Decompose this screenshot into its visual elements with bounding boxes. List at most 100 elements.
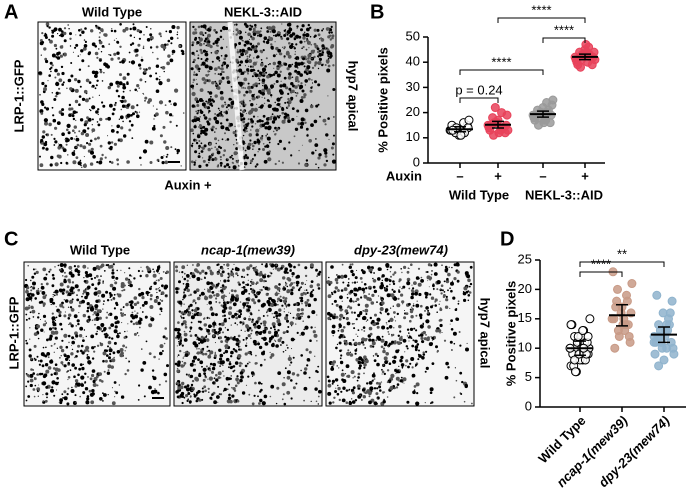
speckle	[331, 26, 333, 28]
speckle	[374, 359, 377, 362]
speckle	[333, 313, 336, 316]
speckle	[182, 361, 183, 362]
speckle	[75, 379, 78, 382]
speckle	[465, 348, 469, 352]
speckle	[264, 84, 268, 88]
speckle	[469, 291, 472, 294]
speckle	[198, 321, 200, 323]
speckle	[42, 130, 45, 133]
x-tick-label: +	[581, 168, 589, 183]
speckle	[98, 124, 101, 127]
speckle	[91, 346, 94, 349]
speckle	[467, 343, 468, 344]
speckle	[42, 291, 46, 295]
speckle	[194, 364, 196, 366]
speckle	[305, 58, 307, 60]
speckle	[383, 365, 384, 366]
speckle	[183, 294, 186, 297]
speckle	[254, 154, 256, 156]
speckle	[246, 339, 247, 340]
speckle	[100, 69, 102, 71]
speckle	[224, 318, 227, 321]
speckle	[157, 297, 159, 299]
speckle	[191, 52, 194, 55]
speckle	[277, 74, 281, 78]
speckle	[212, 100, 215, 103]
speckle	[71, 336, 74, 339]
speckle	[228, 397, 231, 400]
speckle	[78, 103, 81, 106]
speckle	[284, 119, 286, 121]
speckle	[224, 306, 228, 310]
speckle	[205, 32, 207, 34]
speckle	[61, 328, 63, 330]
speckle	[52, 322, 56, 326]
speckle	[215, 94, 218, 97]
significance-label: ****	[591, 256, 611, 271]
speckle	[70, 286, 73, 289]
speckle	[150, 161, 153, 164]
speckle	[387, 369, 389, 371]
speckle	[158, 81, 162, 85]
speckle	[68, 376, 71, 379]
speckle	[187, 280, 189, 282]
speckle	[181, 317, 183, 319]
speckle	[290, 379, 293, 382]
speckle	[72, 281, 74, 283]
speckle	[80, 363, 83, 366]
speckle	[241, 87, 242, 88]
speckle	[328, 384, 332, 388]
speckle	[190, 326, 193, 329]
speckle	[40, 112, 43, 115]
speckle	[249, 316, 250, 317]
speckle	[205, 336, 207, 338]
speckle	[435, 329, 438, 332]
speckle	[257, 395, 259, 397]
speckle	[26, 342, 28, 344]
speckle	[114, 329, 118, 333]
speckle	[165, 31, 167, 33]
speckle	[214, 81, 216, 83]
speckle	[87, 376, 88, 377]
speckle	[331, 293, 333, 295]
speckle	[55, 96, 56, 97]
speckle	[164, 71, 165, 72]
speckle	[133, 277, 135, 279]
speckle	[309, 339, 312, 342]
speckle	[39, 364, 41, 366]
speckle	[54, 327, 57, 330]
speckle	[194, 98, 197, 101]
speckle	[205, 272, 208, 275]
speckle	[292, 77, 293, 78]
speckle	[211, 371, 214, 374]
speckle	[261, 337, 263, 339]
speckle	[192, 264, 194, 266]
speckle	[114, 280, 115, 281]
speckle	[262, 75, 264, 77]
speckle	[112, 268, 114, 270]
speckle	[251, 371, 254, 374]
speckle	[234, 336, 236, 338]
speckle	[449, 287, 451, 289]
speckle	[311, 79, 313, 81]
speckle	[381, 381, 382, 382]
speckle	[170, 146, 172, 148]
speckle	[202, 388, 204, 390]
speckle	[26, 286, 28, 288]
speckle	[187, 400, 188, 401]
speckle	[248, 90, 252, 94]
speckle	[369, 327, 373, 331]
speckle	[292, 276, 294, 278]
speckle	[74, 265, 76, 267]
speckle	[146, 291, 150, 295]
speckle	[298, 162, 300, 164]
speckle	[453, 277, 456, 280]
speckle	[257, 151, 258, 152]
speckle	[56, 390, 57, 391]
speckle	[433, 288, 435, 290]
speckle	[165, 146, 169, 150]
speckle	[266, 30, 269, 33]
speckle	[376, 382, 379, 385]
speckle	[314, 29, 317, 32]
speckle	[270, 31, 272, 33]
